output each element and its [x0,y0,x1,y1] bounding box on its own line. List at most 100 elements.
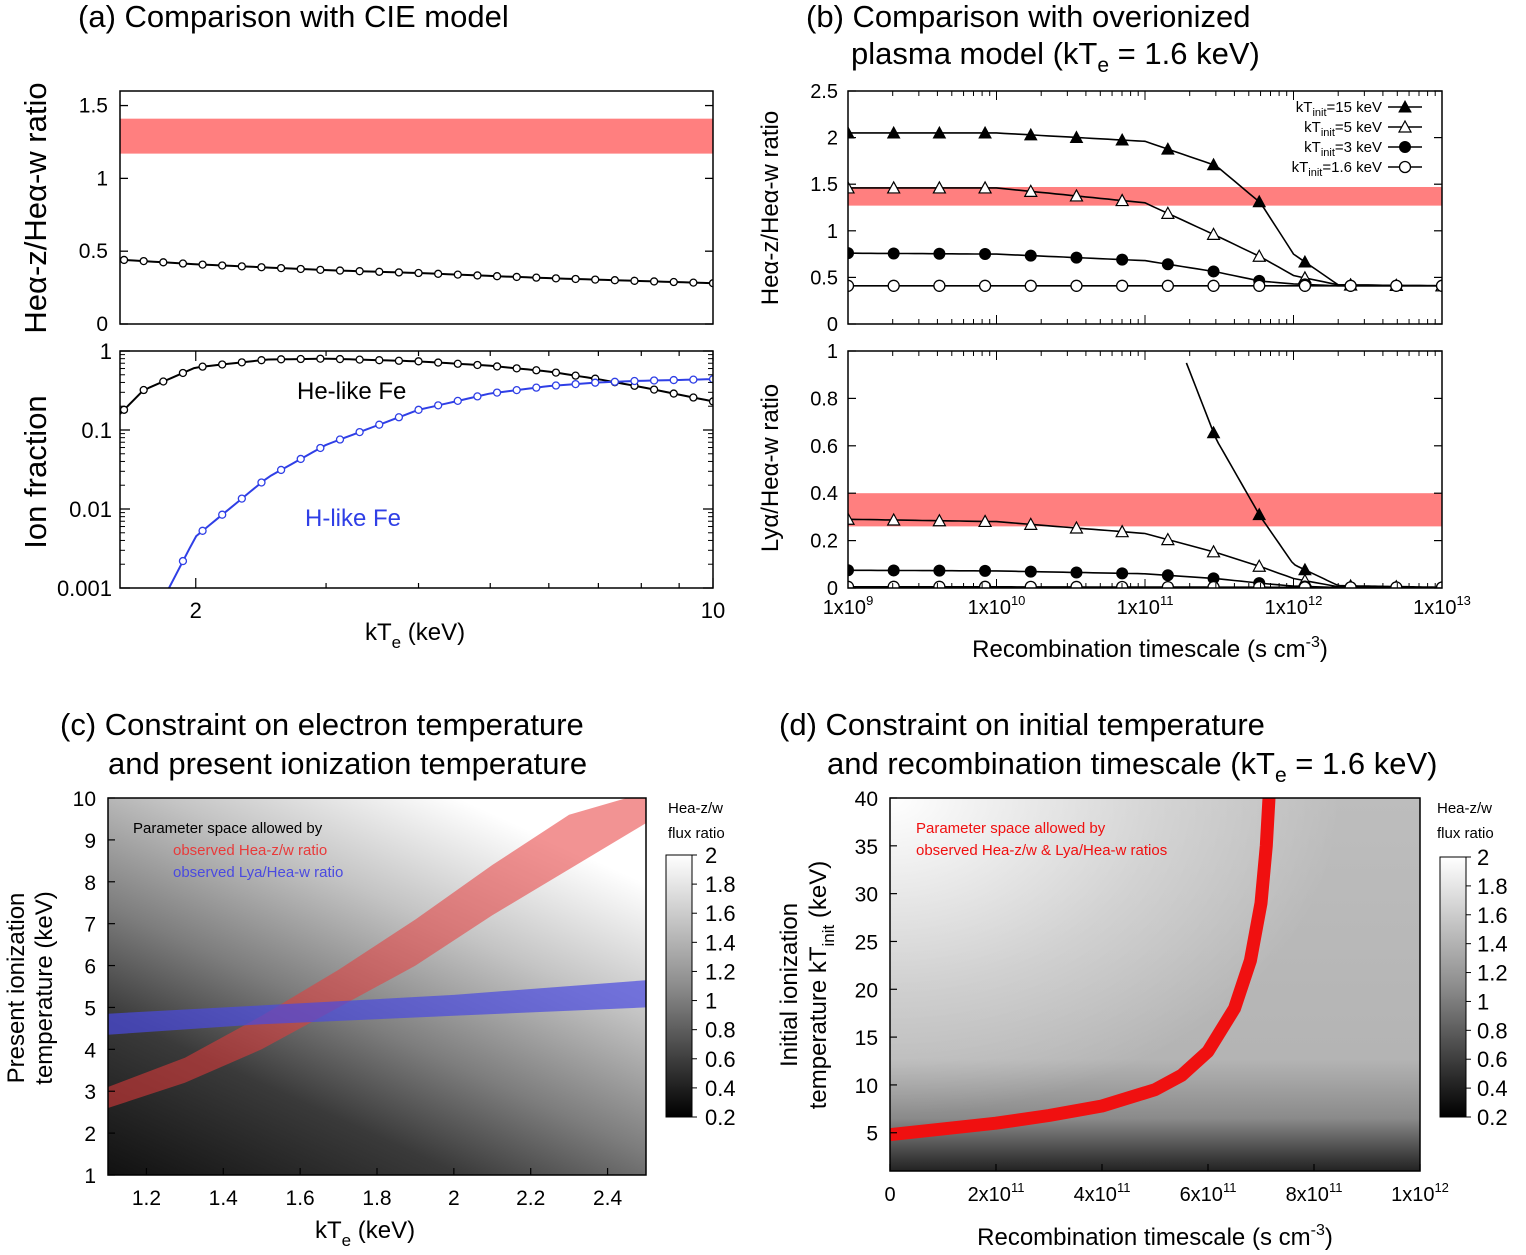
panel-a-top-yticks: 0 0.5 1 1.5 [79,95,713,336]
cie-point [159,258,168,267]
legend-marker [1398,99,1412,113]
panel-d-xlabel: Recombination timescale (s cm-3) [977,1222,1333,1251]
he-like-point [708,397,713,406]
series-point-3 [933,580,946,588]
h-like-point [689,375,698,384]
xtick-label: 1.8 [362,1187,391,1210]
panel-b-top-yticks: 0 0.5 1 1.5 2 2.5 [810,81,1443,336]
cie-point [630,276,639,285]
ytick-label: 9 [84,830,96,853]
ytick-label: 1 [84,1165,96,1188]
h-like-point [276,465,286,475]
cie-point [453,270,462,279]
legend-marker [1398,160,1412,174]
panel-c-colorbar-ticks: 0.2 0.4 0.6 0.8 1 1.2 1.4 1.6 1.8 2 [692,843,736,1130]
panel-b-top: 0 0.5 1 1.5 2 2.5 Heα-z/Heα-w ratio kTinit=15… [757,81,1443,336]
series-point-0 [978,125,992,139]
h-like-point [473,392,482,401]
series-point-2 [1116,567,1129,580]
panel-d-colorbar-ticks: 0.2 0.4 0.6 0.8 1 1.2 1.4 1.6 1.8 2 [1466,845,1508,1130]
panel-d-ylabel-line2: temperature kTinit (keV) [805,861,838,1109]
xtick-label: 2.2 [516,1187,545,1210]
cie-point [708,279,713,288]
panel-a-bottom-ylabel: Ion fraction [18,395,53,548]
panel-a-bottom: 0.001 0.01 0.1 1 2 10 He-like Fe H-like Fe Io… [18,339,725,652]
panel-d: 5 10 15 20 25 30 35 40 0 2x1011 4x1011 6x1011 8x1011… [776,788,1508,1251]
panel-b-bottom: 0 0.2 0.4 0.6 0.8 1 1x109 1x1010 1x1011 1x1012 1x1… [757,341,1471,663]
cie-point [434,269,443,278]
panel-d-annotation-line2: observed Hea-z/w & Lya/Hea-w ratios [916,842,1167,859]
colorbar-tick-label: 1.2 [1477,961,1508,986]
panel-c-colorbar-title-line1: Hea-z/w [668,800,723,817]
cie-point [296,264,305,274]
ytick-label: 0.8 [810,388,838,410]
he-like-point [257,356,266,365]
panel-c-ticks: 1 2 3 4 5 6 7 8 9 10 1.2 1.4 1.6 1.8 2 2.2 2.4 [73,788,623,1210]
he-like-point [689,393,698,402]
series-point-2 [887,564,900,577]
ytick-label: 0.01 [69,497,112,522]
xtick-label: 1x1010 [968,593,1026,619]
h-like-point [296,454,305,464]
panel-d-title-line1: (d) Constraint on initial temperature [779,707,1265,742]
panel-d-title-line2: and recombination timescale (kTe = 1.6 k… [827,746,1437,787]
panel-b-xlabel: Recombination timescale (s cm-3) [972,634,1328,663]
h-like-fe-label: H-like Fe [305,505,401,532]
colorbar-tick-label: 1.6 [705,901,736,926]
cie-point [178,259,188,268]
series-point-3 [887,279,900,292]
cie-point [257,263,266,272]
xtick-label: 0 [884,1184,895,1206]
series-point-0 [1252,194,1267,208]
he-like-point [453,359,462,368]
ytick-label: 2 [827,128,838,150]
series-point-2 [1116,253,1129,266]
panel-b-bottom-series [848,362,1442,588]
he-like-fe-label: He-like Fe [297,378,406,405]
ytick-label: 1 [827,341,838,363]
series-point-2 [933,247,946,260]
ytick-label: 3 [84,1081,96,1104]
cie-point [669,277,678,287]
panel-a-top-ylabel: Heα-z/Heα-w ratio [18,82,53,333]
colorbar-tick-label: 1.4 [1477,932,1508,957]
colorbar-tick-label: 1.8 [705,872,736,897]
colorbar-tick-label: 2 [705,843,717,868]
colorbar-tick-label: 0.8 [705,1018,736,1043]
h-like-point [355,427,364,437]
ytick-label: 0.2 [810,531,838,553]
series-point-2 [1024,249,1037,262]
series-point-1 [978,514,993,528]
panel-b-top-series [848,125,1442,292]
series-point-3 [1435,279,1442,292]
ytick-label: 1 [827,221,838,243]
series-point-1 [1160,532,1175,546]
colorbar-tick-label: 1.8 [1477,874,1508,899]
h-like-point [532,383,541,392]
series-point-3 [1161,580,1174,588]
h-like-point [198,526,207,535]
xtick-label: 1x1012 [1391,1180,1449,1206]
series-point-3 [1344,279,1357,292]
h-like-point [551,381,561,390]
panel-d-colorbar-title-line1: Hea-z/w [1437,800,1492,817]
cie-point [689,278,698,287]
series-point-1 [932,180,947,194]
h-like-point [630,376,639,386]
xtick-label: 1.6 [286,1187,315,1210]
ytick-label: 20 [855,979,878,1002]
series-point-3 [848,279,855,292]
panel-a-bottom-markers [120,354,713,566]
series-point-1 [1206,544,1221,558]
series-point-3 [887,580,900,588]
series-point-2 [1161,258,1174,271]
series-point-1 [932,513,947,527]
cie-point [139,256,148,266]
he-like-point [218,360,227,369]
series-point-0 [1023,127,1038,141]
panel-c-annotation-line1: Parameter space allowed by [133,820,323,837]
h-like-point [649,376,659,385]
cie-point [316,265,325,275]
xtick-label: 2.4 [593,1187,623,1210]
